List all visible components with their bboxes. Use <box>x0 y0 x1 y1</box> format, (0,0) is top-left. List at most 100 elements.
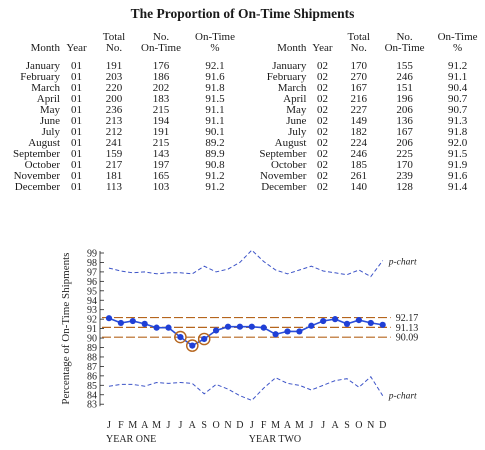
table-row: June 02 149 136 91.3 <box>252 116 485 127</box>
column-header: No. On-Time <box>141 31 181 54</box>
table-cell: October <box>270 159 307 171</box>
table-cell: 225 <box>396 148 413 160</box>
table-row: November 02 261 239 91.6 <box>252 171 485 182</box>
table-cell: 90.1 <box>205 126 225 138</box>
x-tick-label: F <box>118 420 124 431</box>
table-cell: 206 <box>396 137 413 149</box>
out-of-control-marker <box>174 330 187 344</box>
table-cell: 91.3 <box>447 115 468 127</box>
table-cell: October <box>24 159 60 171</box>
table-cell: 176 <box>152 60 170 72</box>
x-tick-label: M <box>271 420 280 431</box>
x-tick-label: J <box>178 420 182 431</box>
data-point <box>272 331 279 338</box>
table-cell: September <box>259 148 307 160</box>
year-two-label: YEAR TWO <box>249 434 301 445</box>
y-tick-label: 88 <box>87 352 97 363</box>
table-cell: 149 <box>350 115 368 127</box>
data-table-year-two: Month Year Total No. No. On-Time On-Time% Janu… <box>252 32 485 193</box>
column-header: Year <box>66 42 87 54</box>
table-cell: 01 <box>71 93 82 105</box>
table-cell: 136 <box>396 115 413 127</box>
data-point <box>153 324 160 331</box>
table-cell: March <box>277 82 307 94</box>
table-cell: 191 <box>105 60 123 72</box>
table-cell: December <box>261 181 307 193</box>
table-cell: 02 <box>316 93 328 105</box>
table-cell: 02 <box>316 148 328 160</box>
table-cell: 270 <box>350 71 368 83</box>
table-row: January 01 191 176 92.1 <box>5 61 243 72</box>
table-cell: 91.4 <box>447 181 468 193</box>
y-tick-label: 86 <box>87 371 97 382</box>
table-cell: July <box>288 126 307 138</box>
data-point <box>320 317 327 325</box>
y-tick-label: 92 <box>87 315 97 326</box>
table-cell: August <box>28 137 60 149</box>
table-cell: January <box>25 60 60 72</box>
table-cell: 01 <box>71 159 82 171</box>
lower-control-limit <box>108 376 384 401</box>
table-cell: 01 <box>71 82 82 94</box>
table-cell: February <box>266 71 307 83</box>
table-cell: 91.2 <box>205 170 225 182</box>
table-row: May 01 236 215 91.1 <box>5 105 243 116</box>
table-cell: May <box>286 104 307 116</box>
table-row: October 02 185 170 91.9 <box>252 160 485 171</box>
table-cell: 191 <box>152 126 170 138</box>
y-tick-label: 87 <box>87 362 97 373</box>
table-cell: 194 <box>152 115 170 127</box>
y-tick-label: 95 <box>87 286 97 297</box>
out-of-control-marker <box>197 332 211 346</box>
table-cell: 01 <box>71 126 82 138</box>
data-point <box>308 322 315 329</box>
table-cell: January <box>272 60 307 72</box>
table-cell: 220 <box>105 82 123 94</box>
table-cell: 91.8 <box>205 82 225 94</box>
table-cell: April <box>36 93 60 105</box>
x-tick-label: M <box>295 420 304 431</box>
data-point <box>367 319 374 327</box>
table-cell: 236 <box>105 104 123 116</box>
table-cell: 90.7 <box>447 93 468 105</box>
data-point <box>201 335 208 343</box>
table-cell: 91.6 <box>205 71 225 83</box>
table-row: December 02 140 128 91.4 <box>252 182 485 193</box>
table-cell: 01 <box>71 148 82 160</box>
y-tick-label: 83 <box>87 400 97 411</box>
table-cell: 91.6 <box>447 170 468 182</box>
table-row: March 02 167 151 90.4 <box>252 83 485 94</box>
table-cell: 241 <box>105 137 123 149</box>
reference-line-label: 91.13 <box>396 323 419 334</box>
table-row: October 01 217 197 90.8 <box>5 160 243 171</box>
reference-line-label: 90.09 <box>396 333 419 344</box>
table-cell: 202 <box>152 82 170 94</box>
x-tick-label: S <box>344 420 350 431</box>
table-cell: 159 <box>105 148 123 160</box>
x-tick-label: J <box>321 420 325 431</box>
table-cell: 01 <box>71 71 82 83</box>
table-cell: 239 <box>396 170 413 182</box>
data-point <box>236 323 243 330</box>
lower-limit-label: p-chart <box>388 392 417 402</box>
table-cell: 155 <box>396 60 413 72</box>
table-cell: 02 <box>316 170 328 182</box>
table-row: February 01 203 186 91.6 <box>5 72 243 83</box>
table-cell: June <box>286 115 307 127</box>
table-row: December 01 113 103 91.2 <box>5 182 243 193</box>
table-row: March 01 220 202 91.8 <box>5 83 243 94</box>
table-cell: 246 <box>396 71 413 83</box>
x-tick-label: O <box>355 420 362 431</box>
column-header: On-Time% <box>195 31 235 54</box>
table-cell: 103 <box>152 181 170 193</box>
table-cell: 167 <box>350 82 368 94</box>
table-cell: 01 <box>71 137 82 149</box>
data-point <box>260 324 267 331</box>
table-cell: November <box>13 170 60 182</box>
table-row: May 02 227 206 90.7 <box>252 105 485 116</box>
table-cell: 02 <box>316 181 328 193</box>
table-row: June 01 213 194 91.1 <box>5 116 243 127</box>
table-cell: 165 <box>152 170 170 182</box>
table-cell: 181 <box>105 170 123 182</box>
reference-line-label: 92.17 <box>396 313 419 324</box>
